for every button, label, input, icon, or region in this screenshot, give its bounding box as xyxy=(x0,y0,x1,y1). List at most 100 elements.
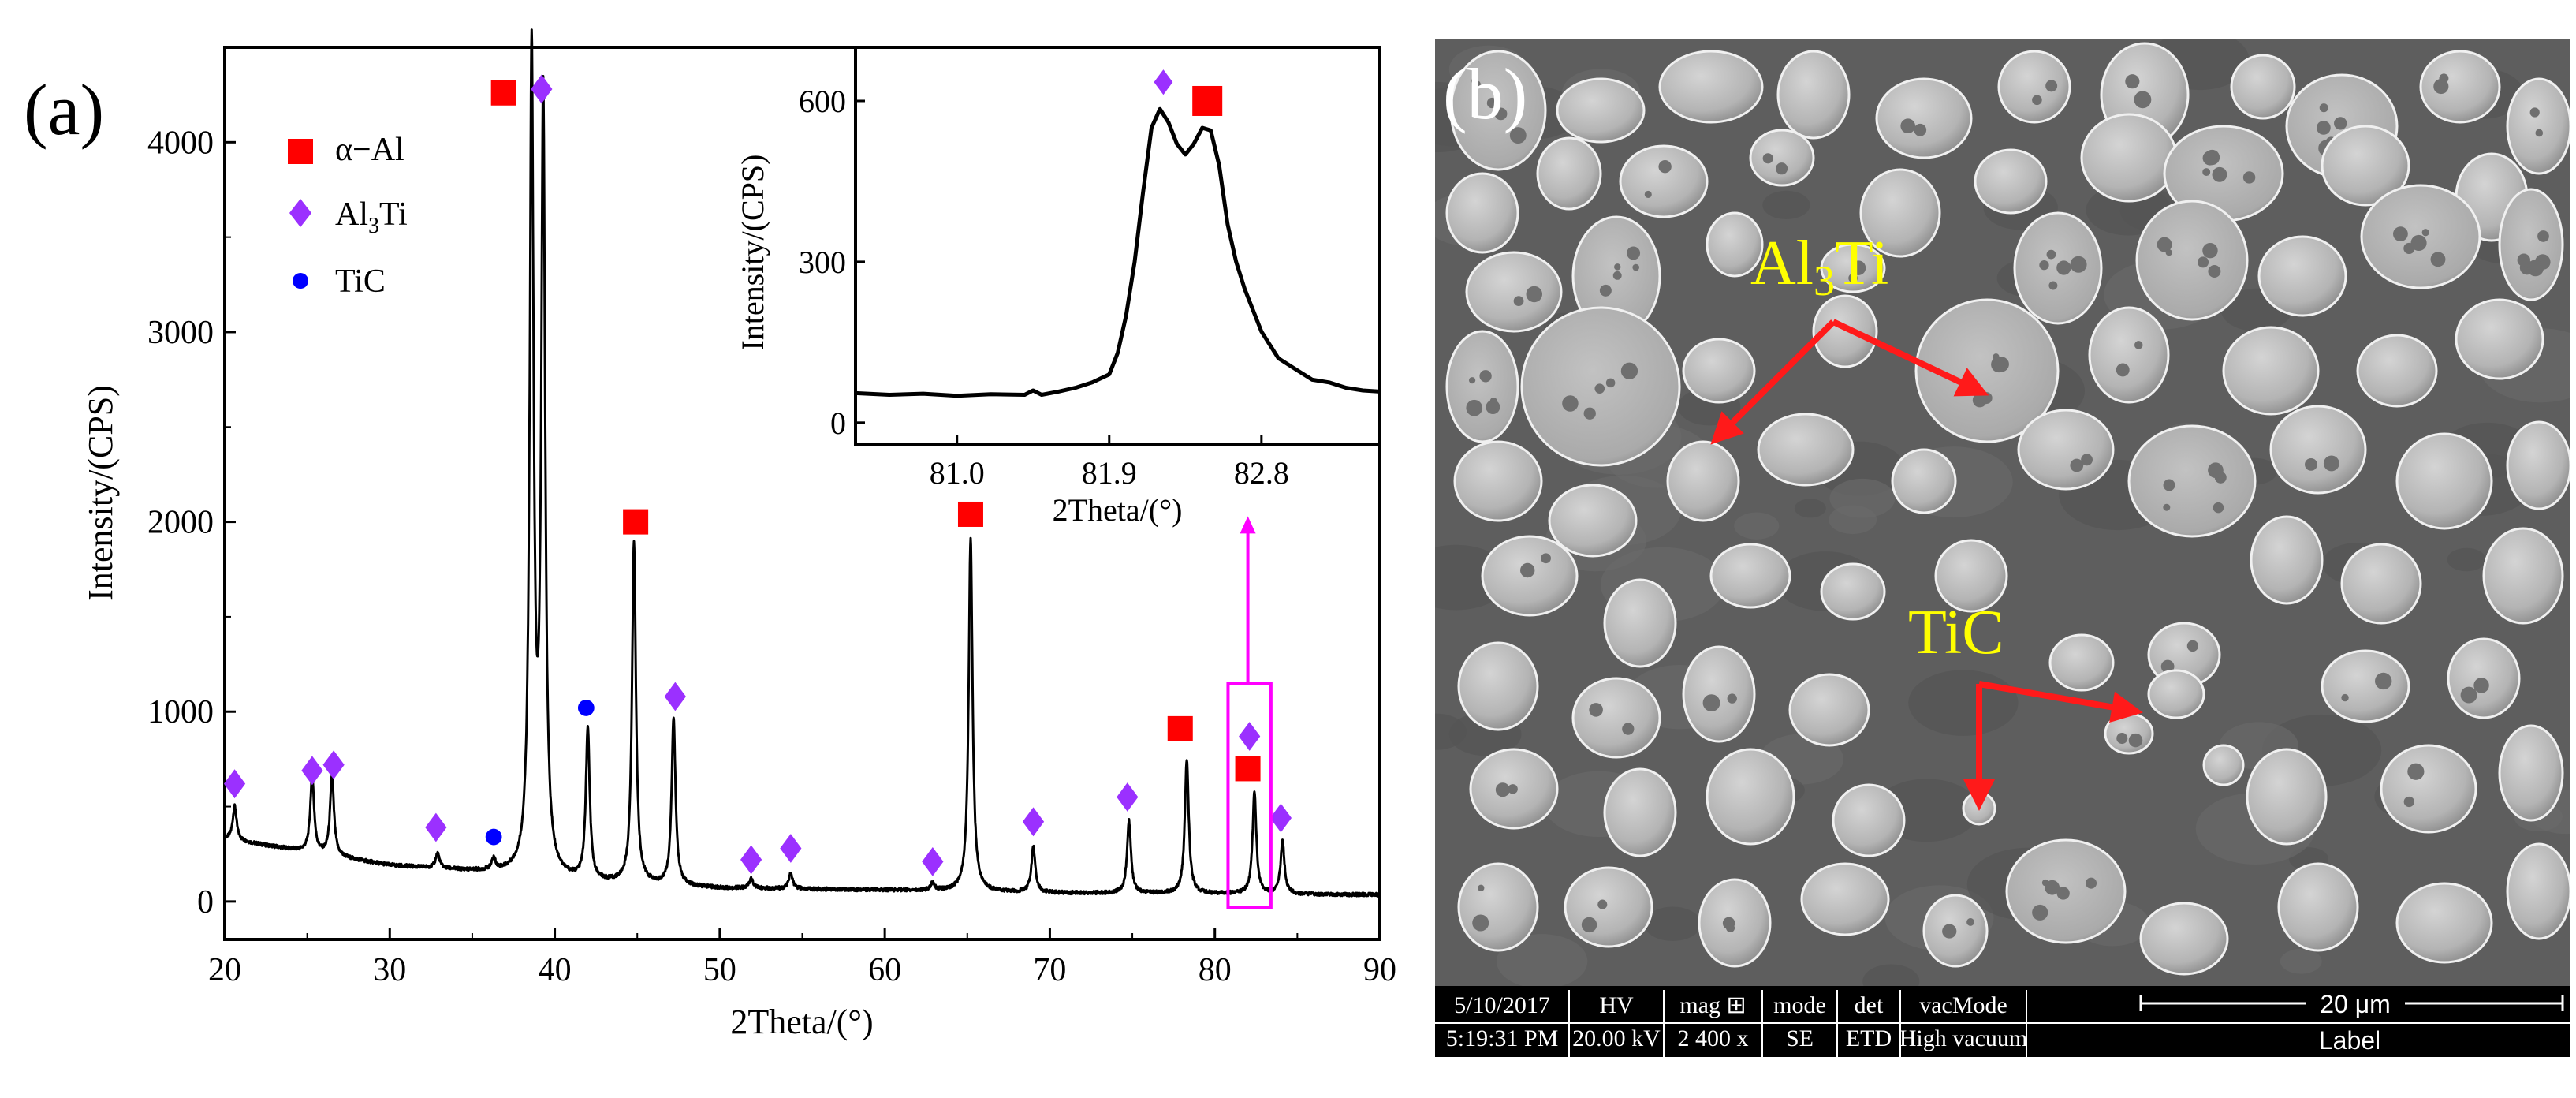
inset-region-box xyxy=(1226,682,1273,909)
particle-pit xyxy=(1851,260,1866,275)
particle-pit xyxy=(1620,362,1638,379)
al3ti-particle xyxy=(1453,440,1543,522)
al3ti-particle xyxy=(1812,294,1878,368)
panel-b-label: (b) xyxy=(1443,54,1527,134)
y-tick-label: 4000 xyxy=(147,125,214,161)
xrd-pattern-line xyxy=(223,28,1381,898)
phase-marker xyxy=(1239,722,1261,751)
al3ti-particle xyxy=(1658,50,1764,124)
particle-pit xyxy=(2375,672,2392,690)
particle-pit xyxy=(2439,73,2449,84)
inset-plot-frame xyxy=(854,46,1381,446)
particle-pit xyxy=(1644,190,1652,199)
matrix-texture xyxy=(1644,906,1702,941)
sem-al3ti-arrow-right xyxy=(1832,319,1989,397)
al3ti-particle xyxy=(2257,235,2347,317)
particle-pit xyxy=(2323,455,2339,472)
particle-pit xyxy=(2045,80,2058,92)
al3ti-particle xyxy=(2395,882,2493,964)
al3ti-particle xyxy=(1619,144,1709,218)
phase-marker xyxy=(1269,803,1292,833)
info-bar-top-text: HV xyxy=(1599,992,1634,1018)
sem-micrograph: (b) Al3Ti TiC 5/10/2017 5:19:31 PM HV 20.00… xyxy=(1377,30,2576,1057)
al3ti-particle xyxy=(1891,448,1957,514)
particle-pit xyxy=(2032,95,2042,106)
phase-marker xyxy=(490,80,516,106)
al3ti-particle xyxy=(1445,172,1519,254)
al3ti-particle xyxy=(1997,50,2071,124)
legend-al3ti-label: Al3Ti xyxy=(335,196,408,238)
particle-pit xyxy=(2032,904,2048,921)
al3ti-particle xyxy=(2506,77,2572,175)
particle-pit xyxy=(2242,171,2256,184)
matrix-texture xyxy=(1908,670,2019,736)
info-bar-top-text: mode xyxy=(1773,992,1826,1018)
legend-tic-marker xyxy=(293,273,308,289)
particle-pit xyxy=(2186,640,2199,652)
phase-marker xyxy=(223,769,246,799)
particle-pit xyxy=(1508,784,1518,794)
phase-marker xyxy=(623,509,649,535)
al3ti-particle xyxy=(1682,338,1756,404)
al3ti-particle xyxy=(1556,77,1646,144)
particle-pit xyxy=(1581,917,1597,933)
particle-pit xyxy=(2134,91,2152,109)
particle-pit xyxy=(1762,153,1773,164)
al3ti-particle xyxy=(1776,50,1851,140)
al3ti-particle xyxy=(1603,578,1677,668)
inset-background xyxy=(856,47,1380,444)
inset-y-tick-label: 600 xyxy=(799,84,846,119)
al3ti-particle xyxy=(1706,211,1764,278)
phase-marker xyxy=(664,682,686,711)
particle-pit xyxy=(1612,271,1622,280)
phase-marker xyxy=(740,845,762,875)
al3ti-particle xyxy=(1820,562,1886,621)
inset-x-tick-label: 81.9 xyxy=(1082,455,1137,491)
particle-pit xyxy=(2334,117,2347,130)
al3ti-particle xyxy=(2419,50,2501,124)
info-bar-top-text: det xyxy=(1855,992,1884,1018)
particle-pit xyxy=(2208,462,2224,479)
particle-pit xyxy=(1472,914,1489,932)
info-bar-top-text: mag ⊞ xyxy=(1679,992,1746,1018)
legend-tic-label: TiC xyxy=(335,263,386,300)
inset-phase-marker xyxy=(1192,85,1223,116)
inset-x-axis-label: 2Theta/(°) xyxy=(1053,492,1183,528)
particle-pit xyxy=(2128,733,2143,748)
legend-al3ti-tail: Ti xyxy=(379,196,408,233)
al3ti-particle xyxy=(2498,188,2564,301)
xrd-panel: (a) 20 30 40 50 60 70 80 90 0 1000 2000 3000 4000 2… xyxy=(24,28,1396,1041)
particle-pit xyxy=(2116,363,2130,377)
x-tick-label: 40 xyxy=(539,952,572,988)
al3ti-particle xyxy=(2135,200,2249,321)
particle-pit xyxy=(1776,162,1788,175)
inset-x-tick-label: 81.0 xyxy=(930,455,985,491)
info-bar-bottom-text: 2 400 x xyxy=(1678,1025,1749,1051)
al3ti-particle xyxy=(1666,440,1740,522)
particle-pit xyxy=(1597,899,1608,909)
sem-al3ti-sub: 3 xyxy=(1814,257,1835,304)
particle-pit xyxy=(1526,286,1543,303)
al3ti-particle xyxy=(2395,432,2493,530)
info-bar-bottom-text: SE xyxy=(1786,1025,1814,1051)
al3ti-particle xyxy=(2380,744,2477,834)
particle-pit xyxy=(2157,237,2172,252)
particle-pit xyxy=(1993,357,2009,372)
particle-pit xyxy=(2213,502,2224,514)
sem-panel: (b) Al3Ti TiC 5/10/2017 5:19:31 PM HV 20.00… xyxy=(1377,30,2576,1057)
particle-pit xyxy=(1589,703,1603,717)
phase-marker xyxy=(485,828,502,846)
info-bar-top-text: 5/10/2017 xyxy=(1454,992,1550,1018)
sem-al3ti-tail: Ti xyxy=(1835,229,1888,298)
particle-pit xyxy=(2163,503,2171,511)
legend: α−Al Al3Ti TiC xyxy=(288,132,408,300)
al3ti-particle xyxy=(2080,113,2178,203)
al3ti-particle xyxy=(2269,405,2367,495)
sem-tic-arrow-right xyxy=(1978,681,2143,723)
al3ti-particle xyxy=(2356,334,2438,408)
x-tick-label: 70 xyxy=(1033,952,1066,988)
al3ti-particle xyxy=(1682,645,1756,743)
info-bar-bottom-text: High vacuum xyxy=(1899,1025,2027,1051)
al3ti-particle xyxy=(1536,136,1602,211)
